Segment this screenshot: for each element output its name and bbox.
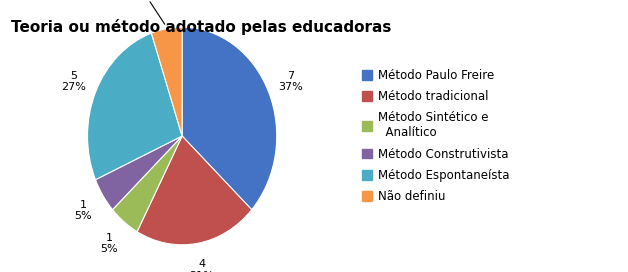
Text: 4
21%: 4 21%: [189, 259, 214, 272]
Wedge shape: [95, 136, 182, 210]
Text: 7
37%: 7 37%: [278, 70, 303, 92]
Text: 1
5%: 1 5%: [131, 0, 165, 24]
Legend: Método Paulo Freire, Método tradicional, Método Sintético e
  Analítico, Método : Método Paulo Freire, Método tradicional,…: [357, 64, 514, 208]
Text: Teoria ou método adotado pelas educadoras: Teoria ou método adotado pelas educadora…: [11, 19, 391, 35]
Wedge shape: [182, 27, 277, 210]
Wedge shape: [87, 33, 182, 180]
Wedge shape: [137, 136, 252, 245]
Text: 1
5%: 1 5%: [74, 200, 92, 221]
Text: 5
27%: 5 27%: [62, 70, 86, 92]
Wedge shape: [112, 136, 182, 232]
Wedge shape: [151, 27, 182, 136]
Text: 1
5%: 1 5%: [100, 233, 118, 254]
